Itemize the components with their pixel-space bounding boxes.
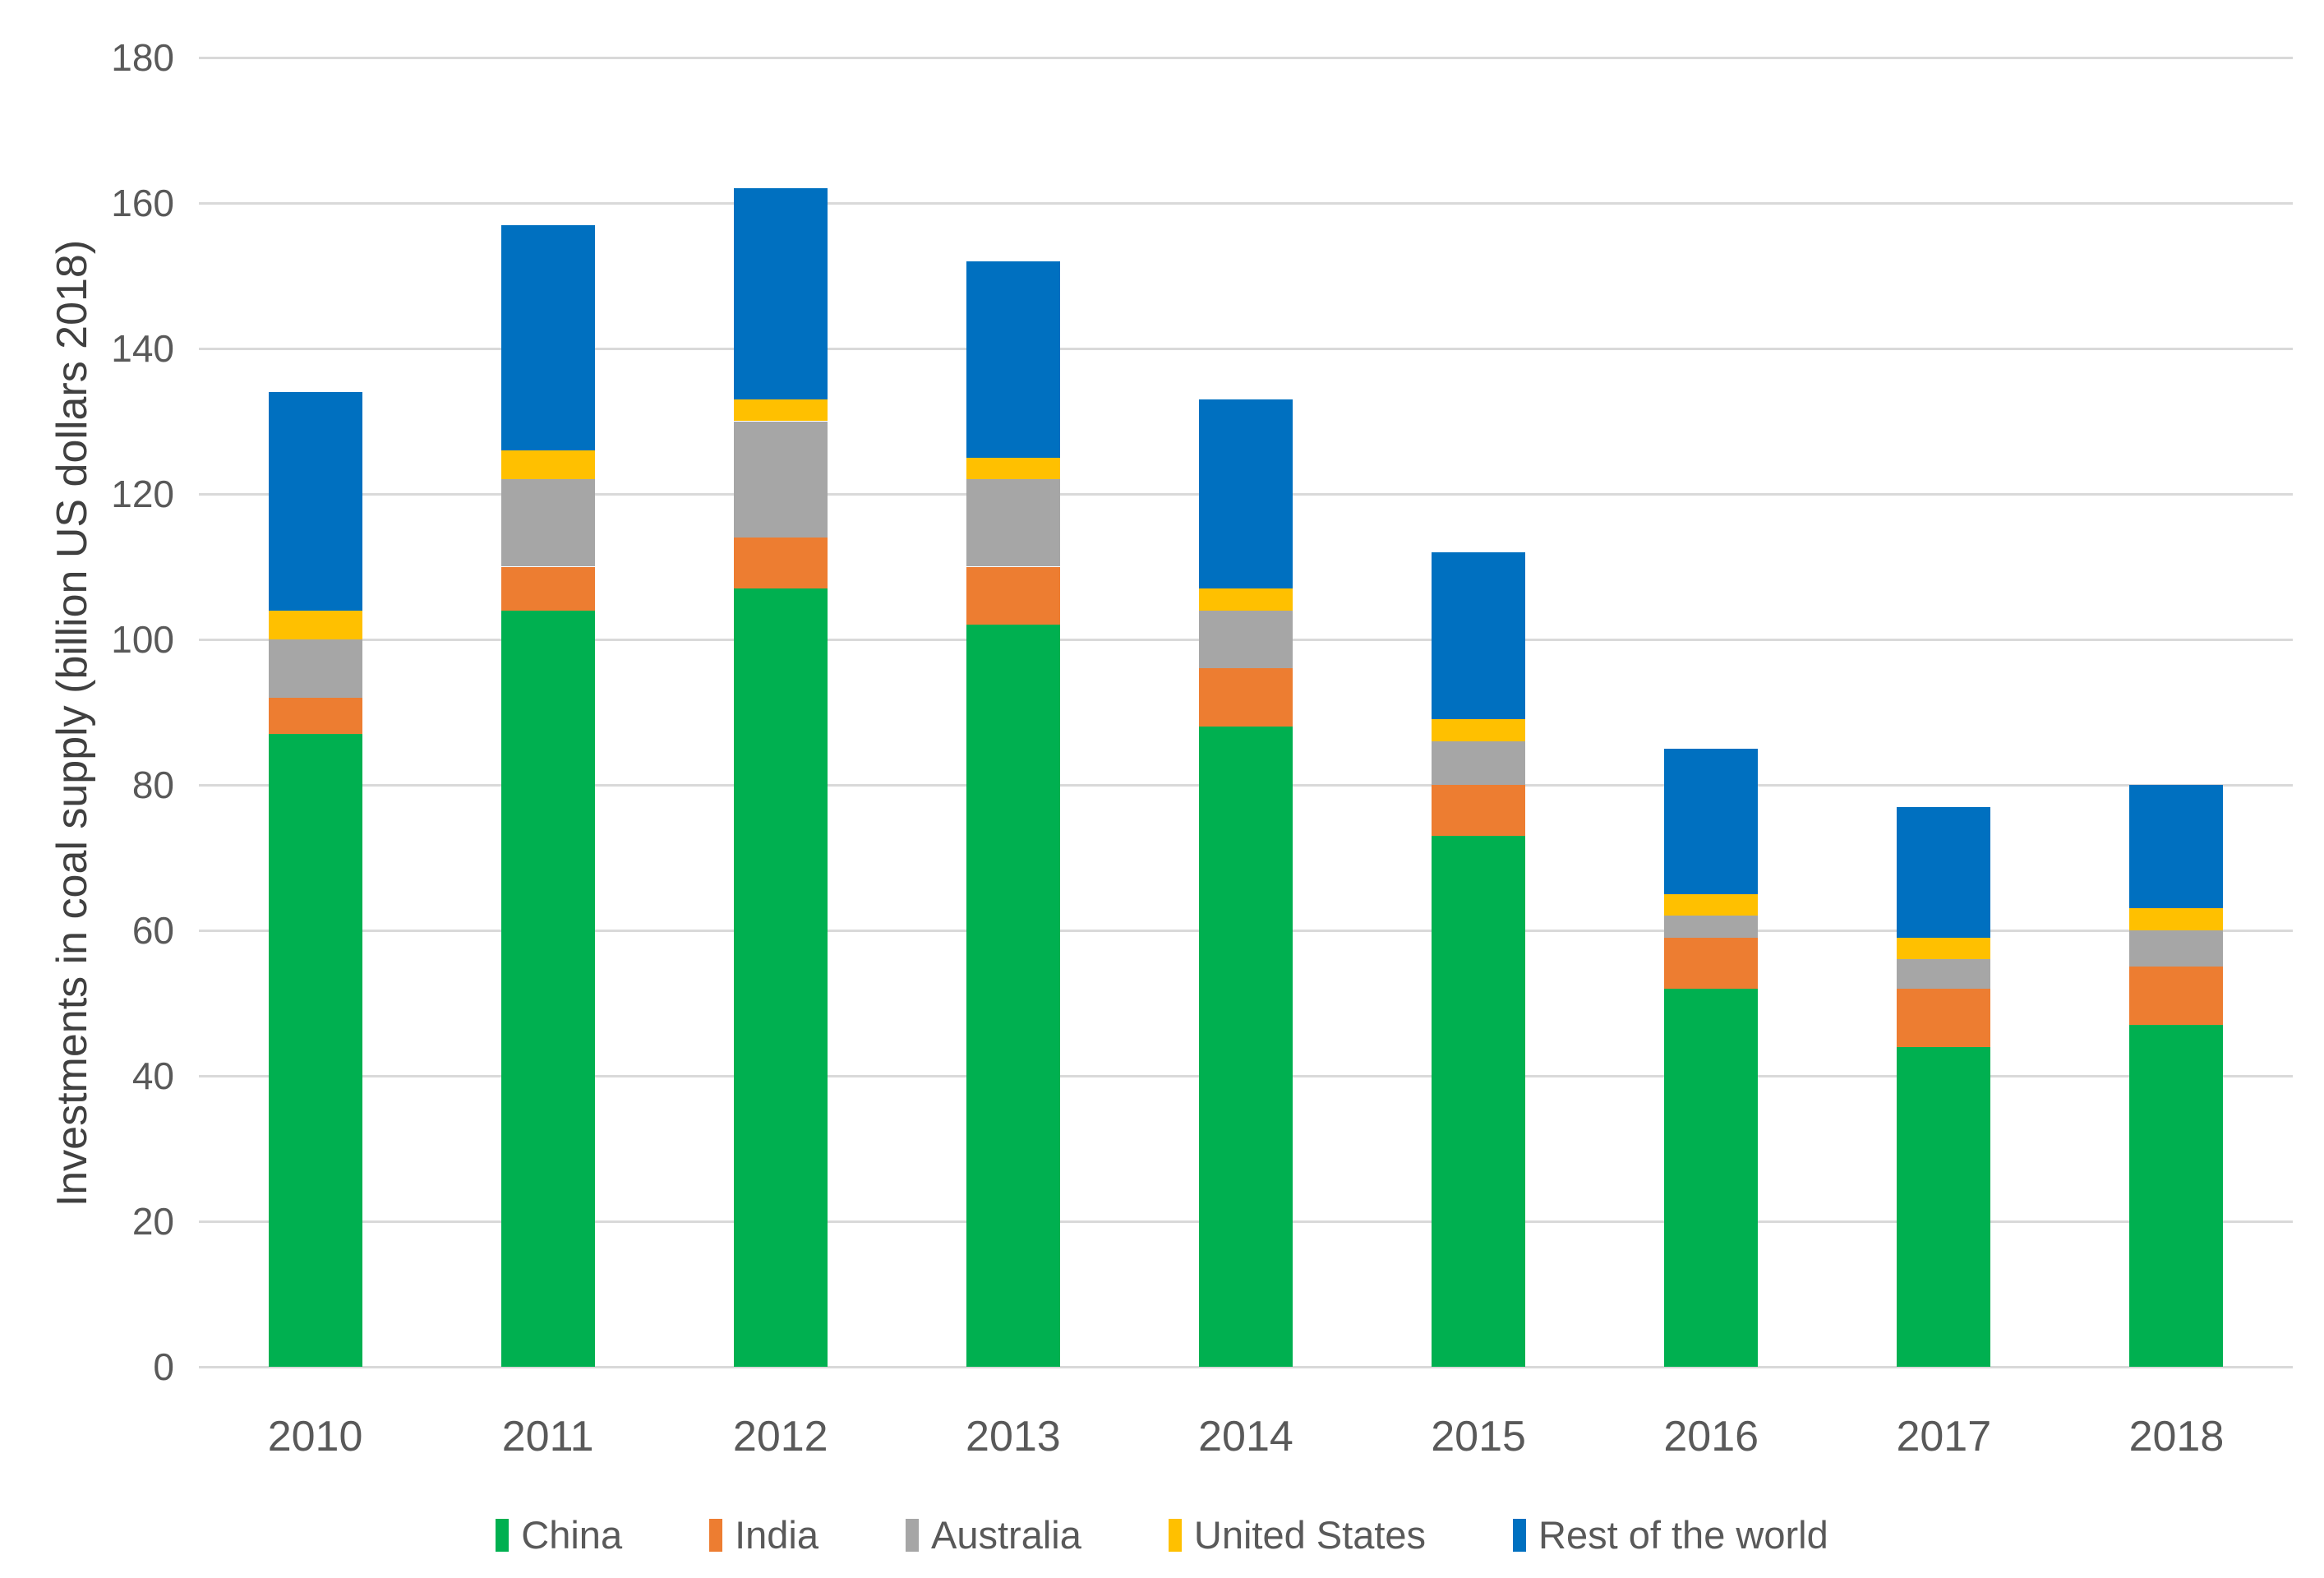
x-label-2015: 2015 — [1431, 1413, 1526, 1460]
x-label-2010: 2010 — [267, 1413, 363, 1460]
y-tick-180: 180 — [111, 36, 174, 79]
legend-item-china: China — [496, 1512, 622, 1557]
bar-segment-2013-united-states — [966, 457, 1060, 480]
x-label-2011: 2011 — [501, 1413, 594, 1460]
legend-label-china: China — [521, 1513, 623, 1557]
bar-segment-2011-united-states — [500, 450, 595, 480]
bar-segment-2016-united-states — [1664, 893, 1759, 916]
bar-segment-2014-china — [1199, 727, 1293, 1367]
bar-segment-2015-australia — [1432, 741, 1526, 785]
x-label-2016: 2016 — [1663, 1413, 1759, 1460]
bar-segment-2018-australia — [2129, 930, 2224, 967]
bar-segment-2012-china — [733, 588, 828, 1367]
legend-item-india: India — [709, 1512, 818, 1557]
y-tick-160: 160 — [111, 182, 174, 224]
y-tick-20: 20 — [131, 1200, 174, 1243]
legend-swatch-india — [709, 1518, 723, 1552]
legend-label-rest-of-the-world: Rest of the world — [1538, 1513, 1828, 1557]
y-tick-120: 120 — [111, 473, 174, 515]
bar-segment-2017-india — [1897, 988, 1991, 1047]
legend-label-australia: Australia — [931, 1513, 1081, 1557]
gridline-0 — [199, 1365, 2293, 1368]
bar-segment-2013-china — [966, 625, 1060, 1367]
legend-item-australia: Australia — [906, 1512, 1081, 1557]
legend-item-rest-of-the-world: Rest of the world — [1513, 1512, 1828, 1557]
bar-segment-2016-india — [1664, 937, 1759, 989]
bar-segment-2018-india — [2129, 967, 2224, 1026]
y-tick-60: 60 — [131, 909, 174, 952]
x-label-2013: 2013 — [966, 1413, 1061, 1460]
x-label-2014: 2014 — [1198, 1413, 1293, 1460]
bar-segment-2012-rest-of-the-world — [733, 188, 828, 399]
bar-segment-2014-rest-of-the-world — [1199, 399, 1293, 589]
gridline-180 — [199, 56, 2293, 59]
x-label-2012: 2012 — [732, 1413, 828, 1460]
legend-swatch-united-states — [1168, 1518, 1182, 1552]
bar-segment-2015-united-states — [1432, 719, 1526, 741]
bar-segment-2010-india — [268, 697, 362, 735]
bar-segment-2010-china — [268, 734, 362, 1367]
bar-segment-2013-rest-of-the-world — [966, 261, 1060, 458]
bar-segment-2011-china — [500, 610, 595, 1367]
gridline-160 — [199, 201, 2293, 205]
bar-segment-2010-australia — [268, 639, 362, 698]
x-label-2017: 2017 — [1896, 1413, 1992, 1460]
x-label-2018: 2018 — [2128, 1413, 2225, 1460]
legend-swatch-china — [496, 1518, 510, 1552]
y-tick-40: 40 — [131, 1054, 174, 1097]
bar-segment-2018-china — [2129, 1025, 2224, 1367]
bar-segment-2017-united-states — [1897, 937, 1991, 960]
y-tick-0: 0 — [153, 1345, 174, 1388]
bar-segment-2012-india — [733, 538, 828, 589]
bar-segment-2017-china — [1897, 1046, 1991, 1367]
bar-segment-2010-rest-of-the-world — [268, 392, 362, 611]
bar-segment-2012-australia — [733, 421, 828, 538]
bar-segment-2011-australia — [500, 479, 595, 567]
bar-segment-2012-united-states — [733, 399, 828, 422]
legend: China India Australia United States Rest of … — [0, 1512, 2324, 1557]
bar-segment-2018-rest-of-the-world — [2129, 785, 2224, 909]
bar-segment-2015-china — [1432, 835, 1526, 1367]
gridline-140 — [199, 347, 2293, 350]
legend-label-united-states: United States — [1193, 1513, 1427, 1557]
bar-segment-2016-rest-of-the-world — [1664, 748, 1759, 894]
bar-segment-2014-united-states — [1199, 588, 1293, 611]
bar-segment-2013-india — [966, 566, 1060, 625]
bar-segment-2015-india — [1432, 785, 1526, 836]
y-tick-80: 80 — [131, 764, 174, 806]
bar-segment-2016-australia — [1664, 916, 1759, 938]
bar-segment-2018-united-states — [2129, 908, 2224, 930]
bar-segment-2015-rest-of-the-world — [1432, 551, 1526, 720]
bar-segment-2017-rest-of-the-world — [1897, 806, 1991, 938]
bar-segment-2017-australia — [1897, 959, 1991, 989]
legend-label-india: India — [735, 1513, 819, 1557]
bar-segment-2013-australia — [966, 479, 1060, 567]
bar-segment-2010-united-states — [268, 610, 362, 639]
legend-item-united-states: United States — [1168, 1512, 1427, 1557]
y-tick-140: 140 — [111, 327, 174, 370]
bar-segment-2014-australia — [1199, 610, 1293, 669]
bar-segment-2011-rest-of-the-world — [500, 224, 595, 450]
bar-segment-2014-india — [1199, 668, 1293, 727]
legend-swatch-rest-of-the-world — [1513, 1518, 1527, 1552]
bar-segment-2011-india — [500, 566, 595, 611]
y-tick-100: 100 — [111, 618, 174, 661]
bar-segment-2016-china — [1664, 988, 1759, 1367]
legend-swatch-australia — [906, 1518, 920, 1552]
